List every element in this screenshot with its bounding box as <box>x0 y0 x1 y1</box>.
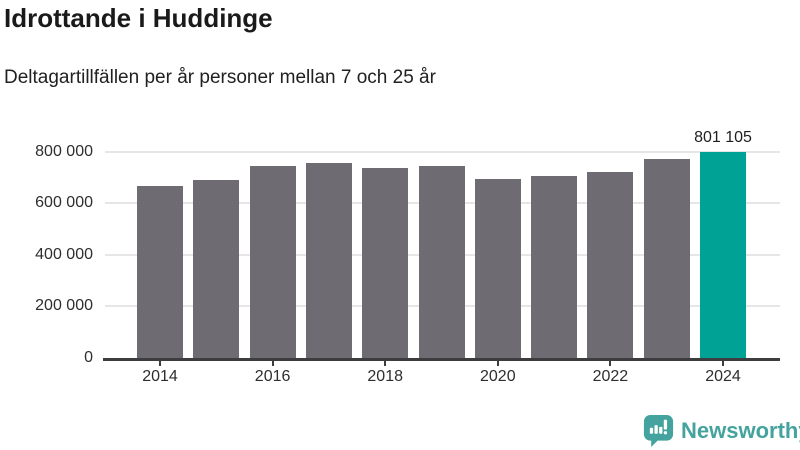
y-tick-label: 800 000 <box>35 142 93 160</box>
y-tick-label: 600 000 <box>35 194 93 212</box>
x-tick-2016 <box>271 361 274 366</box>
x-tick-2024 <box>722 361 724 366</box>
x-tick-2020 <box>496 361 499 366</box>
x-tick-label: 2020 <box>480 368 516 385</box>
page-title: Idrottande i Huddinge <box>4 3 273 33</box>
y-tick-label: 0 <box>84 349 93 366</box>
bar-2018 <box>362 167 409 358</box>
bar-2019 <box>418 166 465 358</box>
bar-2016 <box>249 165 296 358</box>
bar-2022 <box>587 171 634 358</box>
bar-2015 <box>193 180 240 358</box>
brand-name: Newsworthy <box>681 418 800 443</box>
gridline-800000 <box>105 150 780 153</box>
y-tick-label: 200 000 <box>35 297 93 315</box>
bar-2017 <box>305 163 352 358</box>
page-subtitle: Deltagartillfällen per år personer mella… <box>4 67 436 88</box>
x-tick-label: 2016 <box>254 368 291 385</box>
x-tick-label: 2018 <box>367 368 403 385</box>
y-tick-label: 400 000 <box>35 245 93 263</box>
highlight-value-label: 801 105 <box>694 128 752 146</box>
x-axis-line <box>103 358 780 361</box>
newsworthy-bubble-chart-icon <box>643 415 674 447</box>
newsworthy-logo: Newsworthy <box>643 414 800 448</box>
x-tick-2022 <box>609 361 612 366</box>
x-tick-2018 <box>384 361 387 366</box>
bar-2023 <box>643 159 690 358</box>
x-tick-label: 2024 <box>705 368 741 385</box>
bar-2021 <box>531 175 578 358</box>
chart: 801 105 0 200 000 400 000 600 000 800 000 201… <box>0 115 800 400</box>
bar-2014 <box>137 185 183 358</box>
plot-area <box>105 139 780 358</box>
x-tick-label: 2022 <box>592 368 629 385</box>
bar-2020 <box>474 178 521 358</box>
x-tick-label: 2014 <box>142 368 178 385</box>
bar-2024 <box>700 151 746 358</box>
x-tick-2014 <box>159 361 161 366</box>
